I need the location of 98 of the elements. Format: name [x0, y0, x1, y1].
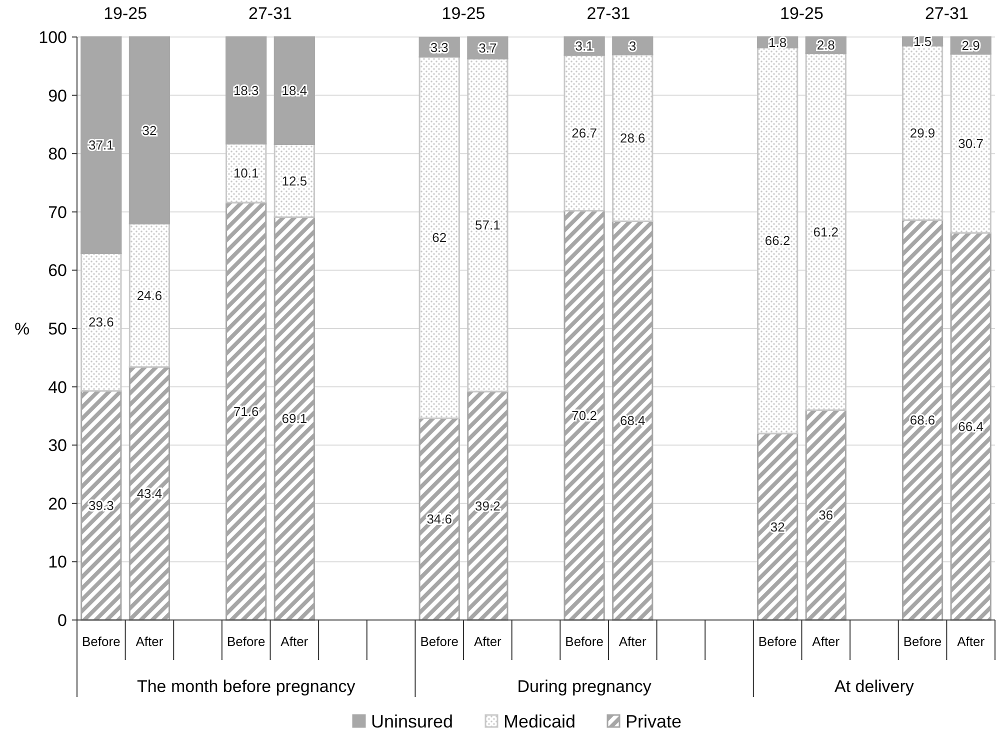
data-label: 69.1 — [282, 411, 308, 426]
bar — [80, 252, 122, 392]
bar — [226, 202, 267, 621]
data-label: 36 — [818, 508, 834, 523]
y-axis-title: % — [14, 319, 30, 338]
legend-label: Uninsured — [371, 711, 454, 732]
x-tick-label: Before — [903, 634, 942, 649]
x-tick-label: After — [136, 634, 164, 649]
legend-label: Private — [626, 711, 682, 732]
data-label: 32 — [142, 122, 157, 138]
bar — [467, 58, 508, 392]
x-tick-label: Before — [758, 634, 797, 649]
data-label: 10.1 — [233, 166, 259, 181]
y-tick-label: 0 — [58, 610, 67, 630]
data-label: 18.4 — [282, 83, 308, 98]
x-tick-label: Before — [82, 634, 120, 649]
data-label: 3 — [629, 38, 636, 54]
data-label: 34.6 — [426, 512, 452, 527]
text: 27-31 — [586, 4, 630, 23]
data-label: 68.6 — [910, 412, 936, 428]
y-tick-label: 30 — [48, 436, 67, 456]
x-tick-label: After — [474, 634, 502, 649]
data-label: 18.3 — [233, 82, 259, 98]
data-label: 23.6 — [88, 314, 114, 330]
x-tick-label: After — [812, 634, 840, 649]
bar — [128, 366, 170, 621]
bar — [950, 53, 992, 234]
data-label: 39.3 — [88, 498, 114, 513]
x-tick-label: Before — [226, 634, 266, 649]
bar — [612, 54, 654, 222]
bar — [564, 210, 605, 621]
y-tick-label: 50 — [48, 319, 67, 338]
y-tick-label: 10 — [48, 552, 67, 572]
text: During pregnancy — [517, 677, 652, 696]
bar — [757, 432, 798, 621]
data-label: 30.7 — [958, 136, 984, 151]
bar — [274, 36, 315, 146]
text: 19-25 — [442, 4, 486, 23]
x-tick-label: After — [280, 634, 309, 649]
data-label: 1.5 — [913, 34, 932, 49]
text: 19-25 — [780, 4, 824, 23]
text: 27-31 — [248, 4, 292, 23]
data-label: 2.8 — [816, 38, 835, 53]
bar — [467, 390, 508, 621]
data-label: 12.5 — [282, 173, 308, 188]
bar — [757, 46, 798, 434]
bar — [902, 219, 944, 621]
bar — [805, 409, 846, 621]
bar — [418, 418, 460, 621]
data-label: 66.4 — [958, 418, 984, 434]
bar — [128, 222, 170, 368]
data-label: 61.2 — [813, 224, 839, 240]
data-label: 43.4 — [136, 486, 162, 502]
x-tick-label: After — [618, 634, 648, 649]
text: 19-25 — [104, 4, 148, 23]
y-tick-label: 70 — [48, 202, 67, 222]
data-label: 68.4 — [620, 413, 646, 428]
data-label: 3.7 — [478, 40, 497, 56]
data-label: 39.2 — [475, 498, 500, 514]
data-label: 28.6 — [620, 130, 646, 146]
legend-label: Medicaid — [504, 711, 576, 732]
bar — [418, 56, 460, 420]
x-tick-label: Before — [565, 634, 604, 649]
y-tick-label: 40 — [48, 378, 67, 397]
data-label: 71.6 — [233, 404, 259, 419]
data-label: 32 — [770, 519, 785, 534]
data-label: 26.7 — [572, 125, 597, 140]
data-label: 62 — [432, 230, 447, 246]
y-tick-label: 60 — [48, 261, 67, 280]
data-label: 66.2 — [764, 233, 790, 248]
bar — [612, 220, 654, 621]
data-label: 3.1 — [575, 38, 594, 54]
bar — [902, 44, 944, 221]
bar — [226, 36, 267, 144]
data-label: 3.3 — [430, 40, 448, 55]
bar — [950, 232, 992, 621]
data-label: 37.1 — [88, 138, 114, 153]
text: At delivery — [834, 677, 914, 696]
bar — [805, 52, 846, 411]
text: The month before pregnancy — [136, 677, 356, 696]
text: 27-31 — [924, 4, 968, 23]
bar — [80, 36, 122, 254]
data-label: 2.9 — [962, 38, 980, 54]
y-tick-label: 20 — [48, 494, 67, 514]
data-label: 57.1 — [475, 218, 500, 233]
bar — [128, 36, 170, 224]
data-label: 1.8 — [768, 34, 787, 50]
y-tick-label: 80 — [48, 144, 67, 164]
x-tick-label: After — [957, 634, 986, 649]
data-label: 70.2 — [572, 408, 597, 423]
x-tick-label: Before — [420, 634, 459, 649]
y-tick-label: 100 — [38, 28, 67, 47]
bar — [274, 216, 315, 621]
y-tick-label: 90 — [48, 86, 67, 106]
data-label: 24.6 — [136, 288, 162, 303]
data-label: 29.9 — [910, 125, 936, 140]
bar — [80, 390, 122, 621]
bar — [564, 54, 605, 212]
